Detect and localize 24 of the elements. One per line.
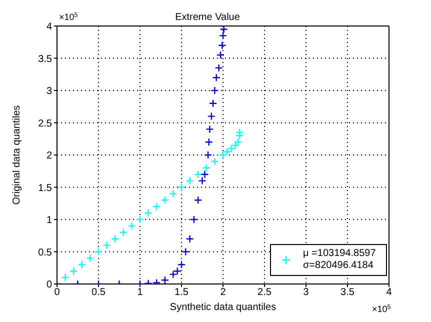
y-tick-label: 3 [46,86,52,98]
x-tick-label: 3.5 [340,287,355,298]
text: ×10$^{5}$ [372,304,392,314]
x-tick-label: 1.5 [174,287,189,298]
x-axis-title: Synthetic data quantiles [170,302,276,313]
y-tick-label: 0.5 [38,247,52,258]
y-tick-label: 0 [46,280,52,291]
y-tick-label: 2.5 [38,118,52,130]
x-tick-label: 0 [54,287,60,298]
x-tick-label: 4 [386,287,392,298]
x-tick-label: 0.5 [92,287,106,298]
x-tick-label: 2.5 [258,287,272,298]
text: ×10$^{5}$ [59,12,78,22]
y-tick-label: 3.5 [38,54,52,65]
y-axis-title: Original data quantiles [12,105,23,205]
legend-label: μ =103194.8597 σ=820496.4184 [303,248,376,272]
x-tick-label: 3 [303,287,310,298]
y-tick-label: 2 [46,150,52,162]
x-tick-label: 2 [220,287,226,298]
y-tick-label: 1 [46,215,52,226]
chart-title: Extreme Value [175,12,240,23]
x-tick-label: 1 [137,287,144,298]
y-tick-label: 1.5 [38,182,52,194]
y-tick-label: 4 [46,22,52,33]
